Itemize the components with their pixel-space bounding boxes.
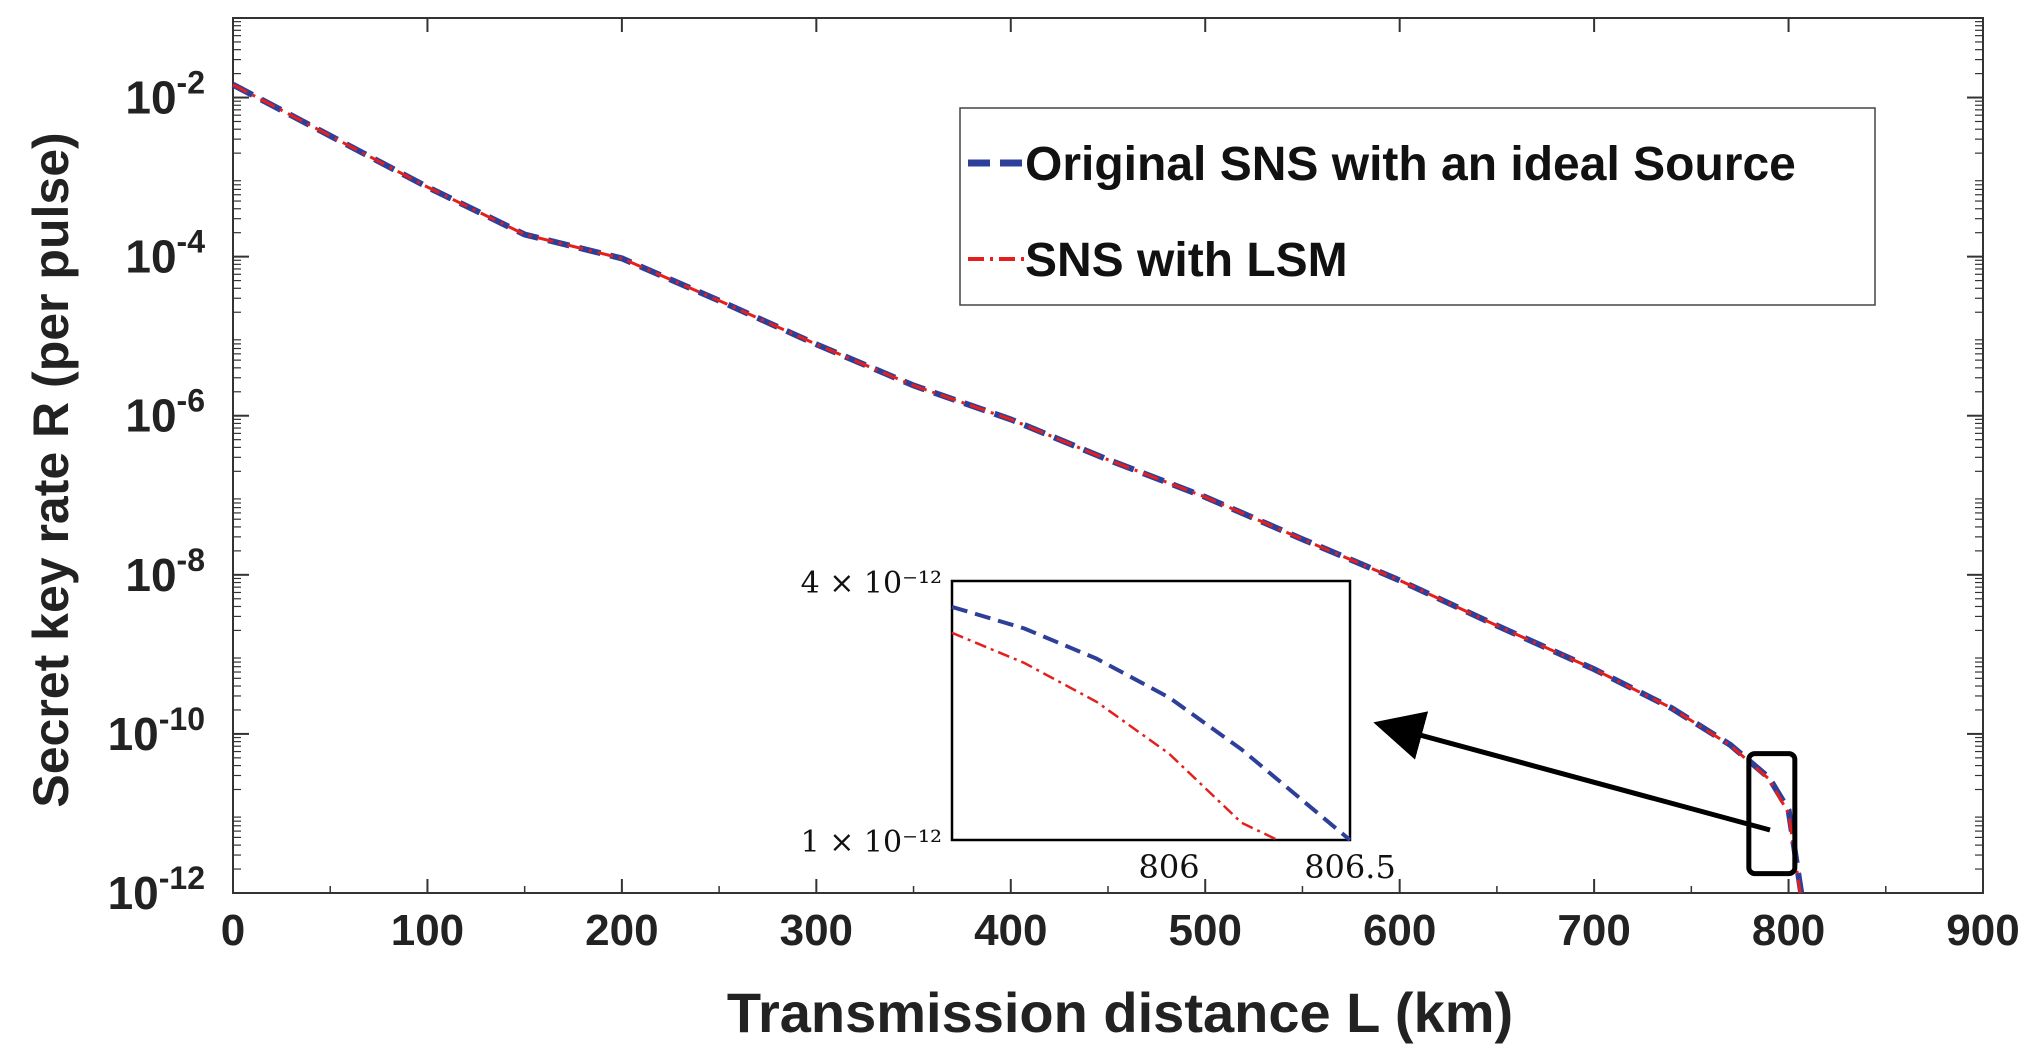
- inset-frame: [950, 579, 1352, 842]
- x-tick-label: 0: [221, 906, 245, 955]
- legend-box: [959, 107, 1876, 306]
- x-tick-label: 900: [1946, 906, 2019, 955]
- y-tick-label: 10-6: [125, 383, 205, 442]
- zoom-highlight-box: [1746, 751, 1798, 877]
- x-tick-label: 500: [1169, 906, 1242, 955]
- x-tick-label: 700: [1557, 906, 1630, 955]
- y-axis-title: Secret key rate R (per pulse): [23, 132, 79, 807]
- zoom-arrow: [1373, 711, 1771, 833]
- y-tick-label: 10-8: [125, 542, 205, 601]
- zoom-inset: 4 × 10⁻¹² 1 × 10⁻¹² 806 806.5: [801, 566, 1396, 886]
- inset-y-tick-label: 4 × 10⁻¹²: [801, 566, 942, 601]
- series-layer: [231, 82, 1805, 894]
- inset-x-tick-label: 806.5: [1304, 848, 1396, 886]
- inset-y-tick-label: 1 × 10⁻¹²: [801, 825, 942, 860]
- y-tick-label: 10-2: [125, 65, 205, 124]
- x-tick-label: 200: [585, 906, 658, 955]
- x-tick-label: 600: [1363, 906, 1436, 955]
- inset-x-tick-label: 806: [1139, 848, 1200, 886]
- inset-series-1: [951, 604, 1352, 842]
- y-tick-label: 10-12: [108, 860, 205, 919]
- y-tick-label: 10-10: [108, 701, 205, 760]
- inset-series-2: [951, 631, 1279, 842]
- y-tick-label: 10-4: [125, 224, 205, 283]
- x-tick-label: 100: [391, 906, 464, 955]
- legend: Original SNS with an ideal Source SNS wit…: [959, 107, 1876, 306]
- x-tick-label: 400: [974, 906, 1047, 955]
- legend-label-1: Original SNS with an ideal Source: [1025, 138, 1796, 191]
- x-tick-label: 800: [1752, 906, 1825, 955]
- x-axis-title: Transmission distance L (km): [727, 981, 1513, 1044]
- series-line-2: [232, 83, 1802, 894]
- x-tick-label: 300: [780, 906, 853, 955]
- legend-label-2: SNS with LSM: [1025, 234, 1348, 287]
- plot-axes: 0 100 200 300 400 500 600 700 800 900 10-2 10-4 10-6…: [108, 17, 2020, 955]
